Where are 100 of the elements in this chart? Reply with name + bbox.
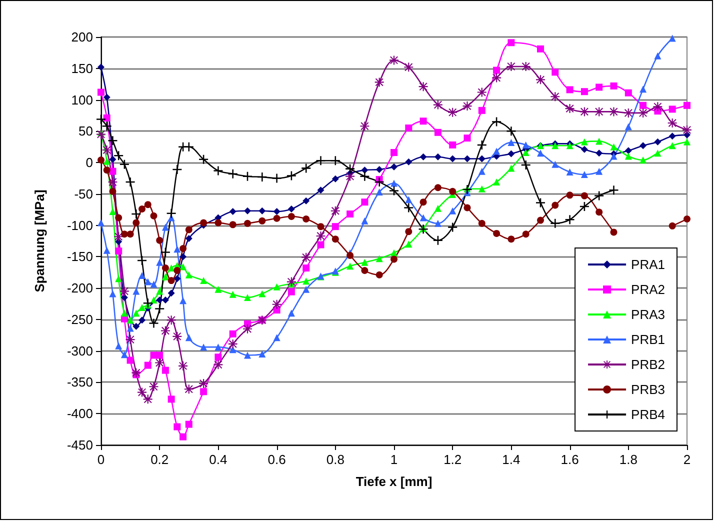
point xyxy=(610,152,618,160)
legend-label: PRB3 xyxy=(631,382,666,397)
point xyxy=(332,236,339,243)
point xyxy=(258,217,266,224)
point xyxy=(180,263,187,270)
point xyxy=(640,86,647,93)
point xyxy=(640,156,647,164)
point xyxy=(115,214,122,222)
point xyxy=(361,258,368,266)
point xyxy=(477,88,486,97)
point xyxy=(434,153,442,160)
point xyxy=(654,138,662,146)
point xyxy=(126,230,134,238)
point xyxy=(478,185,486,192)
point xyxy=(156,288,164,295)
point xyxy=(132,322,140,330)
point xyxy=(160,326,170,336)
point xyxy=(610,228,618,236)
point xyxy=(508,39,515,46)
point xyxy=(98,88,104,96)
point xyxy=(594,191,604,200)
point xyxy=(462,102,472,111)
point xyxy=(200,277,208,284)
point xyxy=(162,366,169,374)
point xyxy=(536,198,545,208)
legend-label: PRA1 xyxy=(631,257,666,272)
point xyxy=(126,316,134,324)
point xyxy=(449,141,456,148)
point xyxy=(132,210,141,219)
point xyxy=(434,184,442,192)
point xyxy=(580,88,588,96)
point xyxy=(302,197,310,204)
point xyxy=(508,164,515,172)
point xyxy=(478,106,486,114)
point xyxy=(162,224,169,231)
point xyxy=(138,316,146,324)
point xyxy=(109,188,116,195)
point xyxy=(244,220,251,227)
point xyxy=(115,275,122,282)
point xyxy=(98,156,104,164)
point xyxy=(244,294,251,301)
point xyxy=(361,217,368,224)
legend-label: PRA2 xyxy=(631,282,666,297)
point xyxy=(624,147,632,154)
point xyxy=(596,168,603,175)
point xyxy=(493,66,500,74)
point xyxy=(434,128,442,136)
point xyxy=(288,213,295,220)
point xyxy=(317,223,324,230)
y-tick-label: -400 xyxy=(66,406,93,422)
x-tick-label: 0.6 xyxy=(268,452,286,467)
point xyxy=(433,236,442,245)
point xyxy=(126,177,135,186)
point xyxy=(168,277,175,284)
point xyxy=(162,273,169,280)
point xyxy=(228,169,238,178)
point xyxy=(492,117,502,126)
point xyxy=(258,172,267,182)
point xyxy=(624,152,632,160)
point xyxy=(580,146,588,153)
point xyxy=(449,155,456,162)
x-tick-label: 1.2 xyxy=(444,452,462,467)
point xyxy=(405,196,412,204)
point xyxy=(302,264,310,272)
point xyxy=(449,188,456,195)
point xyxy=(346,262,354,270)
y-tick-label: -150 xyxy=(66,249,93,264)
point xyxy=(180,253,187,260)
point xyxy=(214,344,222,351)
x-tick-label: 0.4 xyxy=(209,452,228,467)
y-axis-title: Spannung [MPa] xyxy=(32,190,47,292)
point xyxy=(420,118,427,125)
point xyxy=(449,207,456,214)
x-tick-label: 1.4 xyxy=(502,452,520,467)
point xyxy=(184,142,194,152)
point xyxy=(434,204,442,212)
point xyxy=(103,166,110,174)
point xyxy=(376,255,383,262)
point xyxy=(522,148,530,156)
legend-label: PRB4 xyxy=(631,407,666,422)
point xyxy=(149,382,158,392)
point xyxy=(126,324,134,332)
x-tick-label: 1.6 xyxy=(560,452,579,467)
point xyxy=(109,156,116,163)
point xyxy=(684,102,690,109)
point xyxy=(120,310,128,317)
point xyxy=(580,138,588,146)
point xyxy=(506,126,516,136)
point xyxy=(552,160,559,168)
point xyxy=(144,278,152,286)
point xyxy=(185,420,192,428)
y-tick-label: 100 xyxy=(71,92,93,108)
point xyxy=(390,180,398,187)
point xyxy=(243,172,252,181)
point xyxy=(180,245,187,252)
point xyxy=(286,171,296,180)
point xyxy=(103,246,110,254)
point xyxy=(180,433,187,440)
point xyxy=(434,220,442,227)
point xyxy=(120,294,128,301)
